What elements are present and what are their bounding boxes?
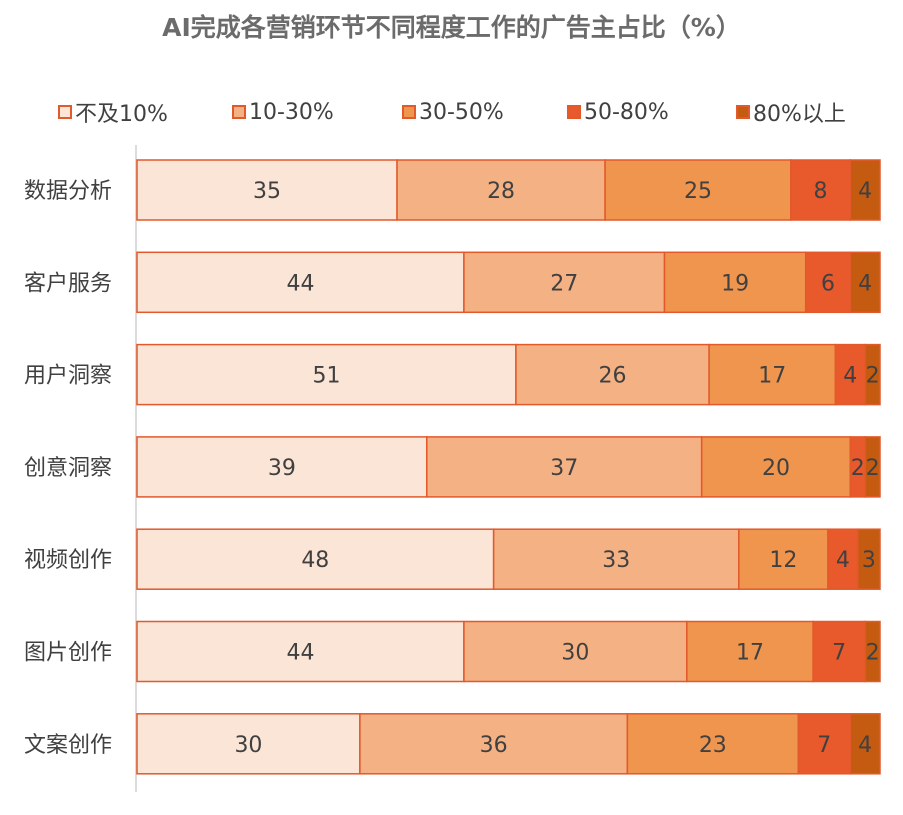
data-label: 7 (832, 641, 846, 666)
bar-segment (864, 620, 881, 683)
data-label: 33 (602, 548, 630, 573)
data-label: 17 (758, 364, 786, 389)
bar-segment (136, 343, 517, 406)
data-label: 20 (762, 456, 790, 481)
category-label: 客户服务 (24, 271, 112, 296)
bar-segment (700, 436, 852, 498)
bar-segment (426, 436, 703, 498)
bar-segment (864, 343, 881, 406)
bar-segment (515, 343, 710, 406)
data-label: 35 (253, 179, 281, 204)
bar-segment (136, 159, 398, 221)
category-label: 用户洞察 (24, 364, 112, 389)
bar-segment (663, 251, 807, 314)
legend-item-30-50: 30-50% (402, 94, 504, 130)
legend-label-gt80: 80%以上 (753, 102, 846, 127)
chart-title: AI完成各营销环节不同程度工作的广告主占比（%） (162, 13, 741, 42)
legend-label-lt10: 不及10% (75, 102, 168, 127)
bar-segment (738, 528, 829, 590)
data-label: 8 (814, 179, 828, 204)
bar-segment (812, 620, 866, 683)
bar-segment (136, 620, 465, 683)
data-label: 37 (550, 456, 578, 481)
data-label: 4 (836, 548, 850, 573)
data-label: 48 (301, 548, 329, 573)
data-label: 6 (821, 271, 835, 296)
legend-swatch-lt10 (58, 105, 72, 119)
bar-segment (804, 251, 852, 314)
data-label: 30 (234, 733, 262, 758)
data-label: 51 (312, 364, 340, 389)
data-label: 26 (599, 364, 627, 389)
data-label: 12 (769, 548, 797, 573)
legend-label-10-30: 10-30% (249, 99, 334, 125)
data-label: 25 (684, 179, 712, 204)
category-label: 创意洞察 (24, 456, 112, 481)
category-label: 图片创作 (24, 641, 112, 666)
bar-segment (834, 343, 866, 406)
bar-segment (604, 159, 792, 221)
bar-segment (797, 713, 852, 775)
data-label: 2 (851, 456, 865, 481)
legend-item-10-30: 10-30% (232, 94, 334, 130)
bar-segment (856, 528, 881, 590)
data-label: 44 (286, 271, 314, 296)
bar-segment (708, 343, 837, 406)
data-label: 2 (866, 456, 880, 481)
bar-segment (686, 620, 814, 683)
legend-swatch-gt80 (736, 105, 750, 119)
legend-item-50-80: 50-80% (567, 94, 669, 130)
bar-segment (827, 528, 859, 590)
data-label: 2 (866, 364, 880, 389)
legend-item-lt10: 不及10% (58, 94, 168, 130)
category-label: 文案创作 (24, 733, 112, 758)
legend-swatch-10-30 (232, 105, 246, 119)
bar-segment (849, 251, 881, 314)
data-label: 3 (862, 548, 876, 573)
data-label: 4 (858, 179, 872, 204)
bar-segment (396, 159, 606, 221)
bar-segment (463, 251, 666, 314)
bar-segment (849, 713, 881, 775)
data-label: 4 (858, 733, 872, 758)
bar-segment (136, 713, 361, 775)
data-label: 28 (487, 179, 515, 204)
bar-segment (864, 436, 881, 498)
data-label: 30 (561, 641, 589, 666)
legend-swatch-50-80 (567, 105, 581, 119)
legend-swatch-30-50 (402, 105, 416, 119)
bar-segment (849, 159, 881, 221)
data-label: 4 (858, 271, 872, 296)
data-label: 2 (866, 641, 880, 666)
data-label: 39 (268, 456, 296, 481)
chart-legend: 不及10% 10-30% 30-50% 50-80% 80%以上 (0, 94, 903, 130)
bar-segment (136, 528, 495, 590)
category-label: 视频创作 (24, 548, 112, 573)
bar-segment (136, 251, 465, 314)
data-label: 19 (721, 271, 749, 296)
bar-segment (136, 436, 428, 498)
category-label: 数据分析 (24, 179, 112, 204)
bar-segment (626, 713, 800, 775)
legend-label-50-80: 50-80% (584, 99, 669, 125)
data-label: 4 (843, 364, 857, 389)
data-label: 36 (480, 733, 508, 758)
data-label: 44 (286, 641, 314, 666)
data-label: 27 (550, 271, 578, 296)
data-label: 7 (817, 733, 831, 758)
bar-segment (492, 528, 740, 590)
bar-segment (463, 620, 688, 683)
data-label: 17 (736, 641, 764, 666)
legend-label-30-50: 30-50% (419, 99, 504, 125)
data-label: 23 (699, 733, 727, 758)
legend-item-gt80: 80%以上 (736, 94, 846, 130)
